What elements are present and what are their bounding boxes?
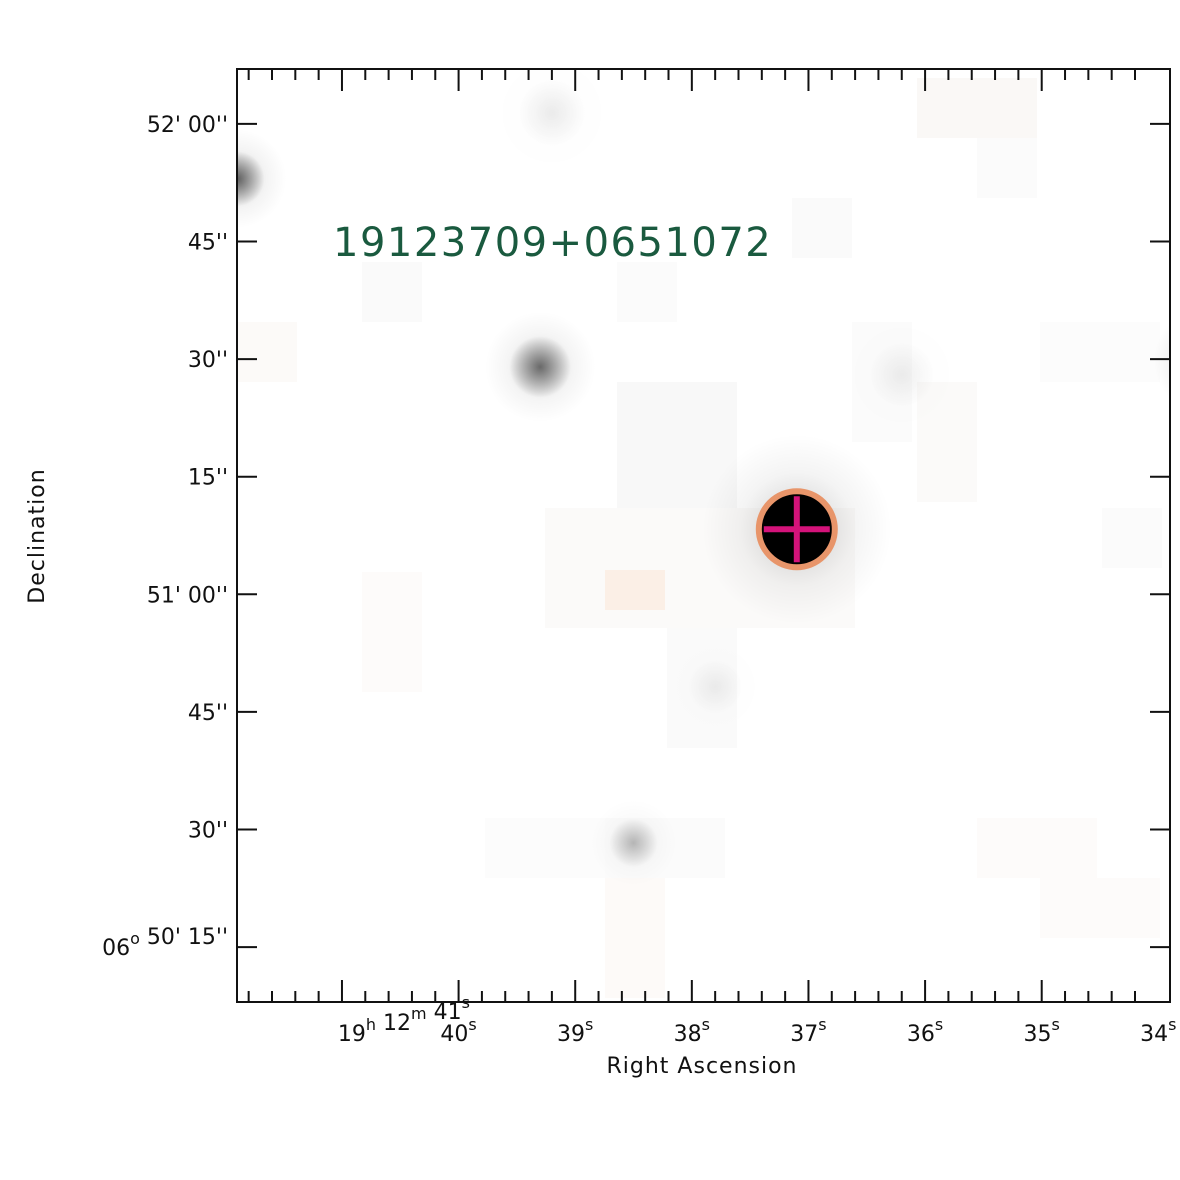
y-tick-label-3: 15'' [188,466,228,491]
star-2 [609,818,658,867]
y-tick-label-2: 30'' [188,348,228,373]
axis-ticks [237,69,1170,1002]
star-1 [509,336,571,398]
y-tick-label-7: 06o 50' 15'' [102,925,228,961]
y-tick-labels: 52' 00'' 45'' 30'' 15'' 51' 00'' 45'' 30'' 06o … [102,113,228,961]
source-id-label: 19123709+0651072 [333,220,772,266]
plot-frame [236,68,1171,1003]
star-halo-3 [1153,323,1170,399]
y-axis-title: Declination [25,468,50,603]
y-tick-label-0: 52' 00'' [147,113,228,138]
x-tick-label-3: 38s [674,1015,710,1047]
star-4 [518,79,585,146]
star-5 [687,659,743,715]
x-tick-label-2: 39s [557,1015,593,1047]
star-0 [237,151,265,207]
x-tick-label-7: 34s [1140,1015,1176,1047]
star-field [237,69,1180,887]
x-tick-label-6: 35s [1024,1015,1060,1047]
y-tick-label-6: 30'' [188,819,228,844]
y-tick-label-5: 45'' [188,701,228,726]
x-tick-label-1: 40s [440,1015,476,1047]
y-tick-label-4: 51' 00'' [147,583,228,608]
x-axis-title: Right Ascension [607,1054,798,1079]
y-tick-label-1: 45'' [188,230,228,255]
x-tick-label-5: 36s [907,1015,943,1047]
star-6 [868,341,935,408]
target-circle-marker [755,488,838,571]
x-tick-label-4: 37s [790,1015,826,1047]
x-tick-label-0: 19h 12m 41s [338,993,470,1047]
target-source [701,434,892,625]
star-3 [1176,332,1180,389]
